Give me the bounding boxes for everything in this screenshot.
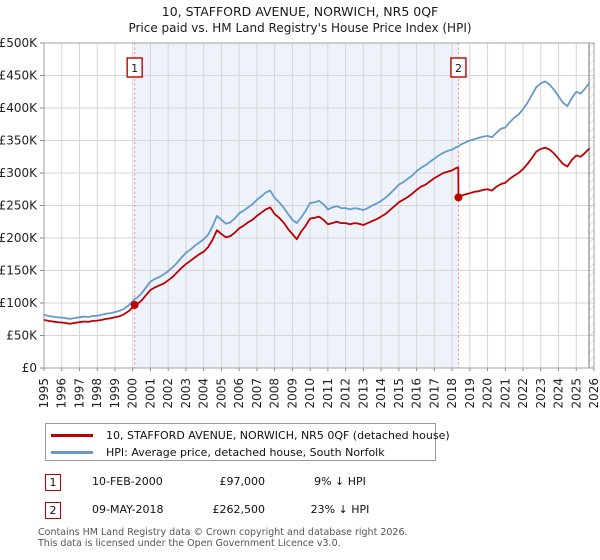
svg-text:£50K: £50K <box>6 329 38 343</box>
svg-text:2001: 2001 <box>143 378 157 409</box>
svg-text:£350K: £350K <box>0 134 38 148</box>
legend-hpi-label: HPI: Average price, detached house, Sout… <box>106 446 385 459</box>
svg-text:2: 2 <box>455 62 462 75</box>
svg-text:2010: 2010 <box>303 378 317 409</box>
svg-text:2008: 2008 <box>268 378 282 409</box>
chart-subtitle: Price paid vs. HM Land Registry's House … <box>128 21 472 35</box>
svg-text:2020: 2020 <box>481 378 495 409</box>
svg-text:£200K: £200K <box>0 231 38 245</box>
svg-text:2002: 2002 <box>161 378 175 409</box>
svg-text:2004: 2004 <box>197 378 211 409</box>
svg-text:2005: 2005 <box>214 378 228 409</box>
svg-text:2000: 2000 <box>126 378 140 409</box>
svg-text:1: 1 <box>131 62 138 75</box>
svg-text:2019: 2019 <box>463 378 477 409</box>
legend-item-property: 10, STAFFORD AVENUE, NORWICH, NR5 0QF (d… <box>51 427 450 444</box>
svg-text:2003: 2003 <box>179 378 193 409</box>
svg-text:2023: 2023 <box>534 378 548 409</box>
svg-text:2026: 2026 <box>587 378 600 409</box>
footer-line-2: This data is licensed under the Open Gov… <box>38 537 341 549</box>
legend: 10, STAFFORD AVENUE, NORWICH, NR5 0QF (d… <box>45 423 450 461</box>
svg-text:2016: 2016 <box>410 378 424 409</box>
svg-text:£500K: £500K <box>0 36 38 50</box>
sale-2-vs-hpi: 23% ↓ HPI <box>310 503 370 516</box>
legend-item-hpi: HPI: Average price, detached house, Sout… <box>51 444 435 461</box>
legend-property-label: 10, STAFFORD AVENUE, NORWICH, NR5 0QF (d… <box>106 429 450 442</box>
svg-text:£250K: £250K <box>0 199 38 213</box>
sale-1-vs-hpi: 9% ↓ HPI <box>314 475 366 488</box>
svg-text:1998: 1998 <box>90 378 104 409</box>
svg-text:£150K: £150K <box>0 264 38 278</box>
svg-text:£100K: £100K <box>0 296 38 310</box>
svg-text:2024: 2024 <box>552 378 566 409</box>
svg-text:2015: 2015 <box>392 378 406 409</box>
svg-text:1999: 1999 <box>108 378 122 409</box>
price-history-plot: £0 £50K £100K £150K £200K £250K £300K £350K £400… <box>0 36 600 409</box>
license-footer: Contains HM Land Registry data © Crown c… <box>38 527 408 549</box>
svg-text:1995: 1995 <box>37 378 51 409</box>
sale-2-marker-badge: 2 <box>45 502 61 519</box>
svg-text:2006: 2006 <box>232 378 246 409</box>
sale-1-price: £97,000 <box>219 475 266 488</box>
svg-text:2021: 2021 <box>498 378 512 409</box>
sale-2-date: 09-MAY-2018 <box>92 503 164 516</box>
svg-text:2014: 2014 <box>374 378 388 409</box>
svg-text:2025: 2025 <box>569 378 583 409</box>
svg-text:£0: £0 <box>22 361 37 375</box>
svg-text:2012: 2012 <box>339 378 353 409</box>
svg-text:2017: 2017 <box>427 378 441 409</box>
svg-text:2013: 2013 <box>356 378 370 409</box>
svg-text:2022: 2022 <box>516 378 530 409</box>
hpi-line-swatch <box>51 451 93 454</box>
sale-1-date: 10-FEB-2000 <box>92 475 163 488</box>
svg-text:1996: 1996 <box>55 378 69 409</box>
svg-text:2018: 2018 <box>445 378 459 409</box>
page-title: 10, STAFFORD AVENUE, NORWICH, NR5 0QF <box>161 4 439 19</box>
svg-text:£450K: £450K <box>0 69 38 83</box>
footer-line-1: Contains HM Land Registry data © Crown c… <box>38 527 408 538</box>
svg-text:1997: 1997 <box>72 378 86 409</box>
svg-text:2007: 2007 <box>250 378 264 409</box>
svg-text:2011: 2011 <box>321 378 335 409</box>
svg-text:£300K: £300K <box>0 166 38 180</box>
svg-text:£400K: £400K <box>0 101 38 115</box>
property-line-swatch <box>51 434 93 437</box>
sale-2-price: £262,500 <box>212 503 266 516</box>
sale-1-marker-badge: 1 <box>45 474 61 491</box>
svg-text:2009: 2009 <box>285 378 299 409</box>
